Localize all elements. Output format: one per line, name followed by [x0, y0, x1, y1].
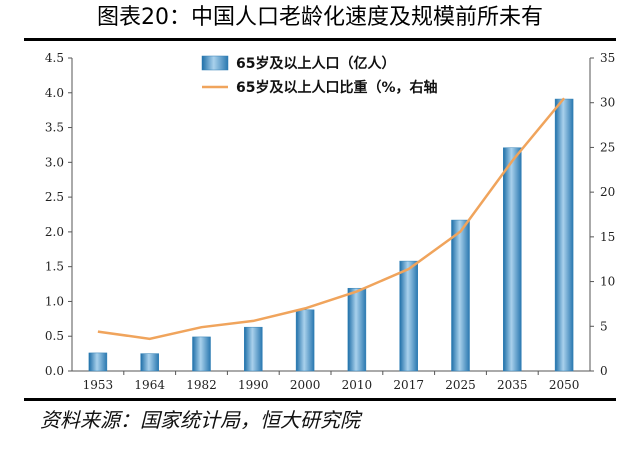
bar: [399, 260, 418, 372]
bar: [503, 147, 522, 372]
x-tick-label: 1990: [238, 378, 269, 392]
bar: [88, 352, 108, 372]
x-tick-label: 2017: [393, 378, 424, 392]
legend-bar-label: 65岁及以上人口（亿人）: [236, 55, 395, 72]
right-tick-label: 30: [600, 96, 615, 110]
left-tick-label: 4.0: [45, 86, 64, 100]
right-tick-label: 10: [600, 275, 615, 289]
x-tick-label: 1982: [186, 378, 217, 392]
right-tick-label: 15: [600, 230, 615, 244]
bar: [192, 336, 211, 372]
right-tick-label: 35: [600, 51, 615, 65]
left-tick-label: 0.0: [45, 364, 64, 378]
bottom-rule: [24, 398, 616, 401]
bar: [295, 309, 315, 372]
ratio-line: [97, 97, 566, 341]
left-tick-label: 0.5: [45, 329, 64, 343]
x-tick-label: 1953: [83, 378, 114, 392]
x-tick-label: 1964: [134, 378, 165, 392]
left-tick-label: 3.0: [45, 155, 64, 169]
left-tick-label: 1.5: [45, 260, 64, 274]
top-rule: [24, 38, 616, 41]
x-tick-label: 2050: [549, 378, 580, 392]
legend-line-label: 65岁及以上人口比重（%，右轴: [236, 79, 438, 96]
x-tick-label: 2000: [290, 378, 321, 392]
bar: [140, 353, 159, 372]
right-tick-label: 20: [600, 185, 615, 199]
chart-axes: 0.00.51.01.52.02.53.03.54.04.50510152025…: [45, 51, 615, 392]
chart-title: 图表20：中国人口老龄化速度及规模前所未有: [97, 5, 543, 30]
line-series: [97, 97, 566, 341]
x-tick-label: 2010: [342, 378, 373, 392]
left-tick-label: 2.0: [45, 225, 64, 239]
right-tick-label: 25: [600, 140, 615, 154]
bar: [347, 287, 367, 372]
bar: [244, 326, 263, 372]
x-tick-label: 2025: [445, 378, 476, 392]
right-tick-label: 5: [600, 319, 608, 333]
chart-legend: 65岁及以上人口（亿人） 65岁及以上人口比重（%，右轴: [201, 55, 438, 96]
bar: [554, 98, 574, 372]
left-tick-label: 4.5: [45, 51, 64, 65]
x-tick-label: 2035: [497, 378, 528, 392]
right-tick-label: 0: [600, 364, 608, 378]
left-tick-label: 1.0: [45, 294, 64, 308]
left-tick-label: 3.5: [45, 121, 64, 135]
left-tick-label: 2.5: [45, 190, 64, 204]
bar: [451, 219, 470, 372]
bar-series: [88, 98, 574, 372]
legend-bar-swatch: [201, 55, 229, 71]
source-note: 资料来源：国家统计局，恒大研究院: [40, 408, 360, 432]
